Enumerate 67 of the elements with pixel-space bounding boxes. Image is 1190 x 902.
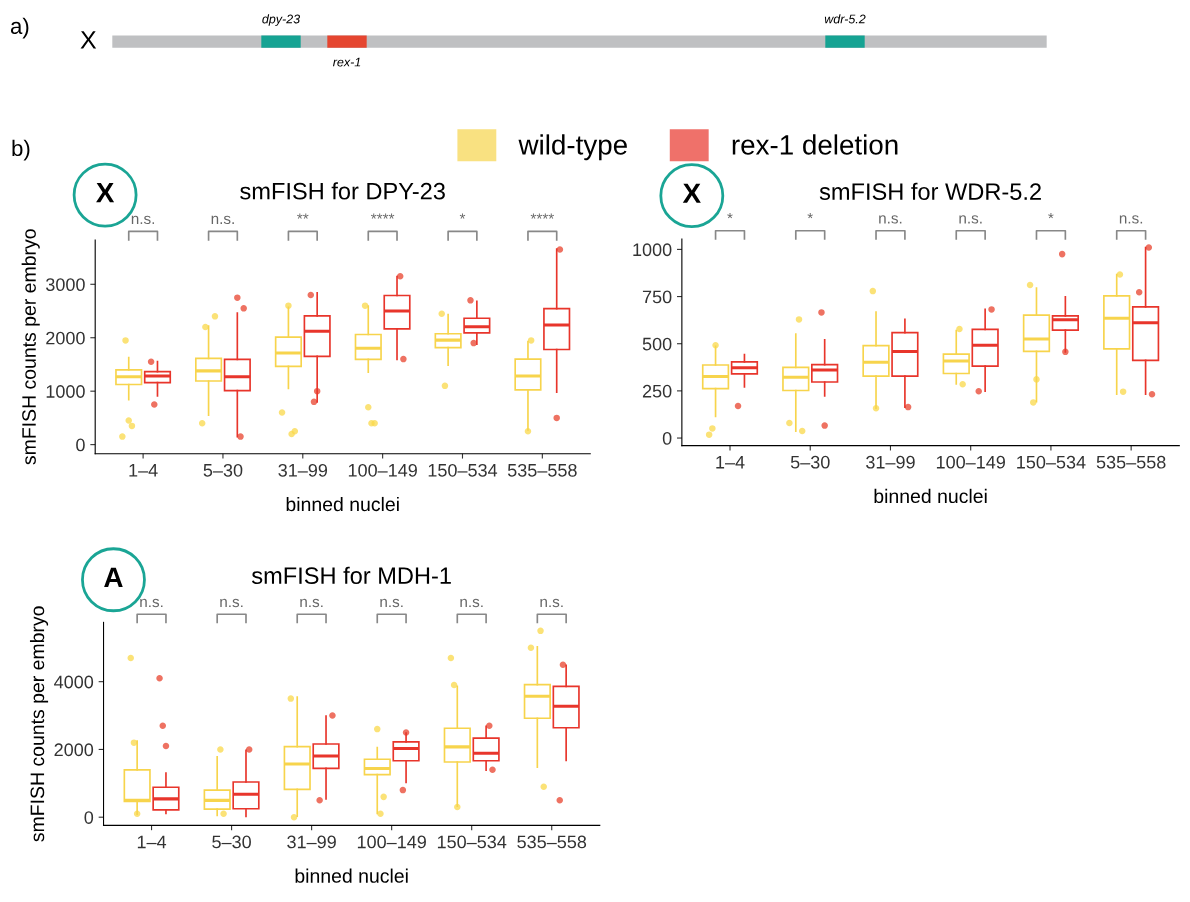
- text: n.s.: [879, 215, 902, 224]
- x-tick-label: 1–4: [137, 835, 167, 849]
- y-tick-label: 250: [642, 384, 672, 398]
- x-tick-label: 100–149: [357, 835, 426, 849]
- y-tick-label: 1000: [633, 243, 672, 257]
- y-axis-title: smFISH counts per embryo: [21, 229, 40, 465]
- text: *: [459, 213, 466, 219]
- text: n.s.: [140, 598, 163, 608]
- text: n.s.: [959, 215, 982, 224]
- text: X: [80, 31, 97, 49]
- text: X: [682, 183, 701, 203]
- chart-title: smFISH for WDR-5.2: [819, 182, 1041, 201]
- text: n.s.: [300, 598, 323, 608]
- y-tick-label: 3000: [46, 278, 85, 292]
- y-tick-label: 2000: [46, 331, 85, 345]
- legend-label: rex-1 deletion: [732, 134, 898, 155]
- text: dpy-23: [262, 14, 300, 26]
- y-tick-label: 0: [662, 431, 672, 445]
- x-tick-label: 535–558: [517, 835, 587, 849]
- legend-label: wild-type: [518, 134, 627, 161]
- y-tick-label: 1000: [46, 385, 85, 398]
- x-tick-label: 100–149: [348, 463, 417, 477]
- text: n.s.: [211, 215, 234, 225]
- text: wdr-5.2: [824, 14, 866, 24]
- y-tick-label: 0: [84, 811, 94, 824]
- text: n.s.: [460, 598, 483, 608]
- text: ****: [371, 213, 395, 219]
- x-tick-label: 150–534: [437, 835, 507, 849]
- text: n.s.: [540, 598, 563, 608]
- chart-title: smFISH for MDH-1: [251, 566, 451, 585]
- text: b): [12, 139, 30, 161]
- text: n.s.: [220, 598, 243, 608]
- x-tick-label: 100–149: [936, 455, 1005, 469]
- x-tick-label: 1–4: [716, 455, 745, 469]
- x-tick-label: 535–558: [507, 463, 577, 477]
- x-tick-label: 150–534: [428, 463, 498, 477]
- text: rex-1: [332, 57, 361, 67]
- text: X: [96, 183, 115, 203]
- x-tick-label: 31–99: [287, 835, 336, 849]
- x-tick-label: 150–534: [1017, 455, 1086, 469]
- y-tick-label: 2000: [54, 743, 94, 757]
- text: *: [727, 212, 733, 219]
- y-tick-label: 750: [642, 290, 672, 304]
- x-tick-label: 535–558: [1096, 455, 1166, 469]
- x-tick-label: 5–30: [212, 835, 251, 849]
- x-tick-label: 31–99: [866, 455, 915, 469]
- x-axis-title: binned nuclei: [874, 488, 987, 504]
- text: **: [297, 213, 309, 219]
- text: n.s.: [380, 598, 403, 608]
- x-tick-label: 5–30: [203, 463, 243, 477]
- text: A: [104, 567, 123, 587]
- y-tick-label: 4000: [54, 675, 94, 689]
- x-axis-title: binned nuclei: [295, 868, 408, 883]
- text: *: [807, 212, 813, 219]
- text: *: [1048, 212, 1054, 219]
- text: n.s.: [131, 215, 155, 225]
- text: a): [10, 17, 29, 39]
- chart-title: smFISH for DPY-23: [240, 182, 445, 200]
- text: n.s.: [1119, 215, 1143, 224]
- text: ****: [530, 213, 554, 219]
- x-tick-label: 1–4: [129, 464, 158, 477]
- x-tick-label: 5–30: [790, 455, 830, 469]
- x-axis-title: binned nuclei: [286, 496, 399, 512]
- y-axis-title: smFISH counts per embryo: [29, 606, 49, 842]
- y-tick-label: 500: [642, 337, 672, 351]
- y-tick-label: 0: [76, 438, 85, 452]
- x-tick-label: 31–99: [278, 463, 328, 477]
